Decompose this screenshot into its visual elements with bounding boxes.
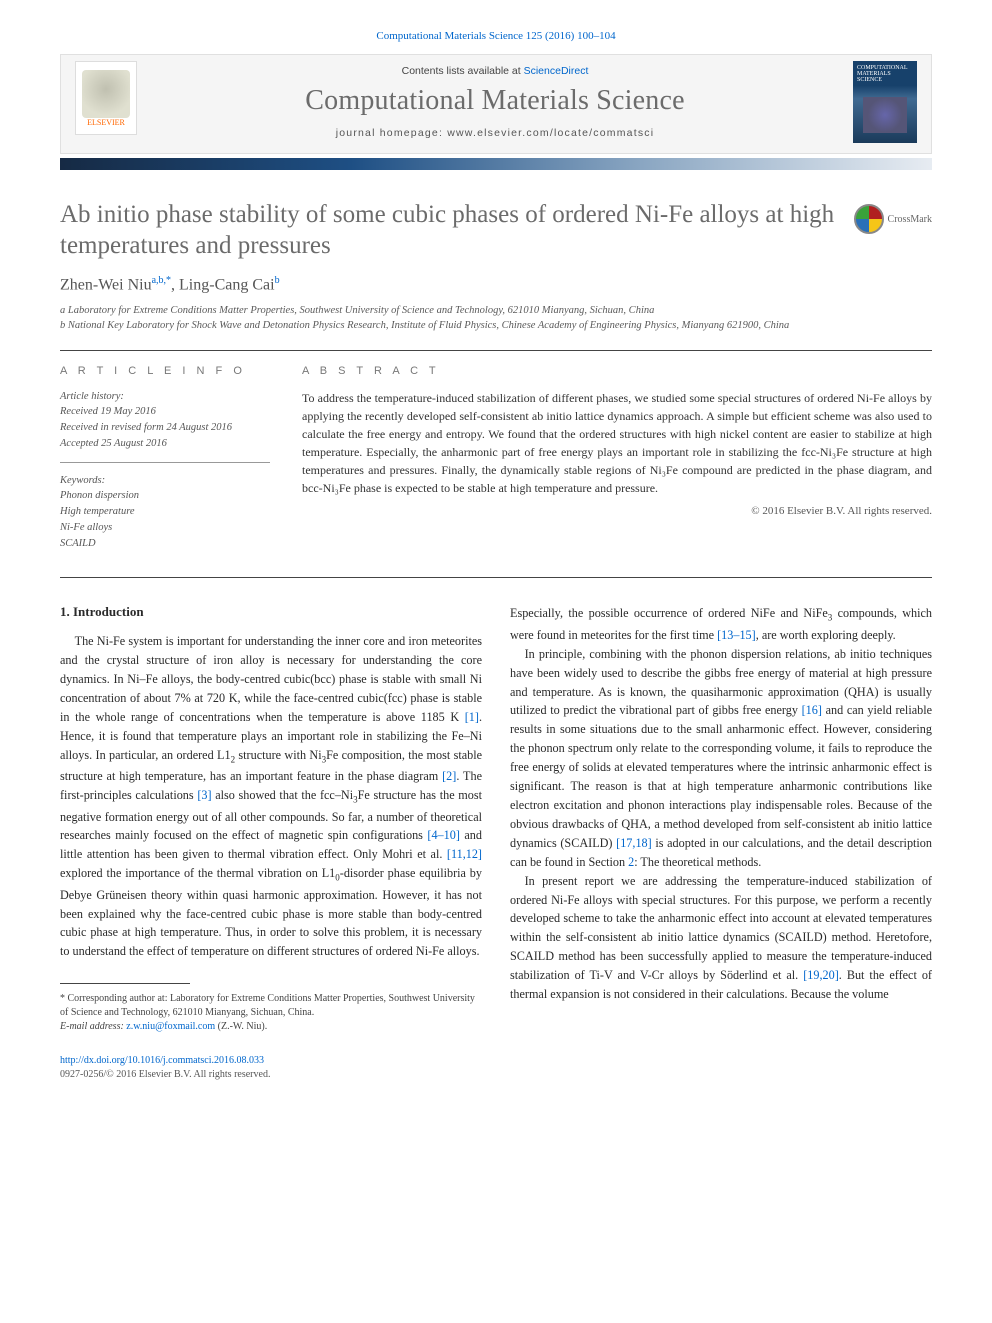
ref-4-10[interactable]: [4–10] bbox=[427, 828, 460, 842]
article-history: Article history: Received 19 May 2016 Re… bbox=[60, 389, 270, 463]
article-info-label: A R T I C L E I N F O bbox=[60, 365, 270, 377]
keyword-4: SCAILD bbox=[60, 536, 270, 552]
body-col-left: 1. Introduction The Ni-Fe system is impo… bbox=[60, 604, 482, 1034]
ref-11-12[interactable]: [11,12] bbox=[447, 847, 482, 861]
col2-para-1: Especially, the possible occurrence of o… bbox=[510, 604, 932, 644]
keyword-3: Ni-Fe alloys bbox=[60, 520, 270, 536]
keyword-1: Phonon dispersion bbox=[60, 488, 270, 504]
elsevier-logo: ELSEVIER bbox=[75, 61, 137, 135]
affiliation-a: a Laboratory for Extreme Conditions Matt… bbox=[60, 304, 932, 319]
author-line: Zhen-Wei Niua,b,*, Ling-Cang Caib bbox=[60, 275, 932, 294]
ref-17-18[interactable]: [17,18] bbox=[616, 836, 652, 850]
contents-prefix: Contents lists available at bbox=[402, 65, 524, 77]
rule-2 bbox=[60, 577, 932, 578]
article-title: Ab initio phase stability of some cubic … bbox=[60, 200, 840, 261]
abstract-text: To address the temperature-induced stabi… bbox=[302, 389, 932, 497]
crossmark-icon bbox=[854, 204, 884, 234]
keywords-heading: Keywords: bbox=[60, 473, 270, 489]
author-2-sup: b bbox=[275, 275, 280, 286]
history-accepted: Accepted 25 August 2016 bbox=[60, 436, 270, 452]
ref-section-2[interactable]: 2 bbox=[628, 855, 634, 869]
col2-para-3: In present report we are addressing the … bbox=[510, 872, 932, 1004]
footnote-rule bbox=[60, 983, 190, 984]
history-received: Received 19 May 2016 bbox=[60, 404, 270, 420]
author-2: , Ling-Cang Cai bbox=[171, 276, 275, 293]
article-info-row: A R T I C L E I N F O Article history: R… bbox=[60, 351, 932, 562]
ref-19-20[interactable]: [19,20] bbox=[803, 968, 839, 982]
ref-2[interactable]: [2] bbox=[442, 769, 456, 783]
history-revised: Received in revised form 24 August 2016 bbox=[60, 420, 270, 436]
doi-link[interactable]: http://dx.doi.org/10.1016/j.commatsci.20… bbox=[60, 1054, 932, 1068]
article-head: Ab initio phase stability of some cubic … bbox=[60, 200, 932, 261]
history-heading: Article history: bbox=[60, 389, 270, 405]
banner-gradient-bar bbox=[60, 158, 932, 170]
body-columns: 1. Introduction The Ni-Fe system is impo… bbox=[60, 604, 932, 1034]
author-1-sup: a,b,* bbox=[152, 275, 171, 286]
sciencedirect-link[interactable]: ScienceDirect bbox=[524, 65, 589, 77]
tree-icon bbox=[82, 70, 130, 118]
page-citation: Computational Materials Science 125 (201… bbox=[0, 0, 992, 54]
ref-13-15[interactable]: [13–15] bbox=[717, 628, 756, 642]
abstract-label: A B S T R A C T bbox=[302, 365, 932, 377]
footnote-email-tail: (Z.-W. Niu). bbox=[215, 1021, 267, 1032]
page-footer: http://dx.doi.org/10.1016/j.commatsci.20… bbox=[60, 1054, 932, 1082]
body-col-right: Especially, the possible occurrence of o… bbox=[510, 604, 932, 1034]
ref-1[interactable]: [1] bbox=[465, 710, 479, 724]
issn-copyright: 0927-0256/© 2016 Elsevier B.V. All right… bbox=[60, 1068, 932, 1082]
author-1: Zhen-Wei Niu bbox=[60, 276, 152, 293]
abstract-copyright: © 2016 Elsevier B.V. All rights reserved… bbox=[302, 505, 932, 517]
article-info-col: A R T I C L E I N F O Article history: R… bbox=[60, 365, 270, 552]
keywords-block: Keywords: Phonon dispersion High tempera… bbox=[60, 473, 270, 552]
keyword-2: High temperature bbox=[60, 504, 270, 520]
affiliation-b: b National Key Laboratory for Shock Wave… bbox=[60, 319, 932, 334]
abstract-col: A B S T R A C T To address the temperatu… bbox=[302, 365, 932, 552]
footnote-email-line: E-mail address: z.w.niu@foxmail.com (Z.-… bbox=[60, 1020, 482, 1034]
journal-title: Computational Materials Science bbox=[153, 85, 837, 117]
crossmark-badge[interactable]: CrossMark bbox=[854, 204, 932, 234]
journal-banner: ELSEVIER Contents lists available at Sci… bbox=[60, 54, 932, 154]
banner-center: Contents lists available at ScienceDirec… bbox=[153, 61, 837, 139]
journal-homepage: journal homepage: www.elsevier.com/locat… bbox=[153, 127, 837, 139]
journal-cover-thumb: COMPUTATIONAL MATERIALS SCIENCE bbox=[853, 61, 917, 143]
footnote-email-label: E-mail address: bbox=[60, 1021, 126, 1032]
contents-line: Contents lists available at ScienceDirec… bbox=[153, 65, 837, 77]
col1-para-1: The Ni-Fe system is important for unders… bbox=[60, 632, 482, 961]
affiliation-list: a Laboratory for Extreme Conditions Matt… bbox=[60, 304, 932, 333]
publisher-name: ELSEVIER bbox=[87, 118, 125, 127]
col2-para-2: In principle, combining with the phonon … bbox=[510, 645, 932, 872]
crossmark-label: CrossMark bbox=[888, 214, 932, 225]
ref-3[interactable]: [3] bbox=[197, 788, 211, 802]
section-1-heading: 1. Introduction bbox=[60, 604, 482, 620]
corresponding-author-footnote: * Corresponding author at: Laboratory fo… bbox=[60, 992, 482, 1034]
cover-label: COMPUTATIONAL MATERIALS SCIENCE bbox=[857, 65, 907, 83]
ref-16[interactable]: [16] bbox=[802, 703, 822, 717]
footnote-text: * Corresponding author at: Laboratory fo… bbox=[60, 992, 482, 1020]
footnote-email[interactable]: z.w.niu@foxmail.com bbox=[126, 1021, 215, 1032]
